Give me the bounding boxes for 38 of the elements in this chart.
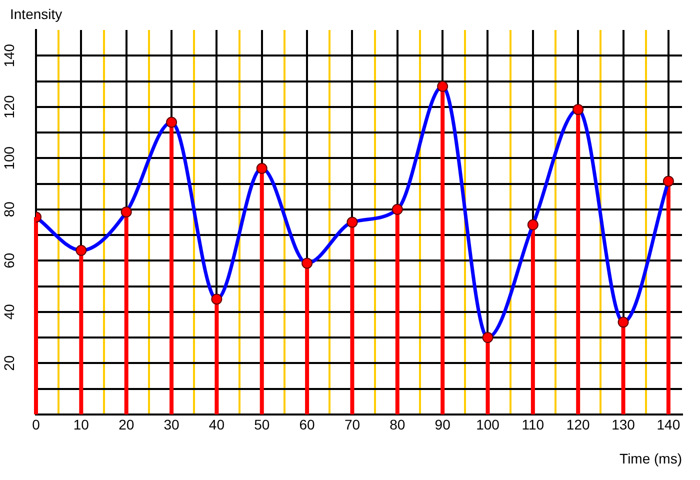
y-tick-label: 120 [0,94,17,119]
x-tick-label: 130 [612,416,636,433]
point [437,80,448,92]
x-tick-label: 80 [390,416,406,433]
y-tick-label: 20 [0,355,17,371]
point [76,244,87,256]
point [211,294,222,305]
y-tick-label: 140 [0,44,17,68]
x-tick-label: 10 [73,416,90,433]
y-axis-title: Intensity [10,6,62,22]
x-tick-label: 100 [476,416,500,433]
y-tick-label: 80 [0,201,17,218]
x-tick-label: 50 [254,416,270,433]
x-tick-label: 90 [434,416,451,433]
point [482,332,494,344]
x-tick-label: 60 [299,416,316,433]
x-axis-title: Time (ms) [620,450,682,466]
point [120,206,132,218]
x-tick-label: 110 [522,416,544,433]
point [527,219,538,230]
point [662,176,674,187]
x-tick-label: 0 [32,416,40,433]
y-tick-label: 40 [0,304,17,320]
point [346,216,358,228]
y-tick-label: 100 [0,146,17,170]
point [392,204,403,215]
x-tick-label: 70 [344,416,360,433]
y-tick-label: 60 [0,252,17,268]
point [572,104,584,115]
x-tick-label: 40 [208,416,225,433]
x-tick-label: 30 [164,416,180,433]
point [302,258,313,269]
point [618,316,629,328]
point [256,162,268,174]
x-tick-label: 120 [566,416,590,433]
x-tick-label: 20 [118,416,134,433]
x-tick-label: 140 [656,416,680,433]
point [166,116,178,128]
